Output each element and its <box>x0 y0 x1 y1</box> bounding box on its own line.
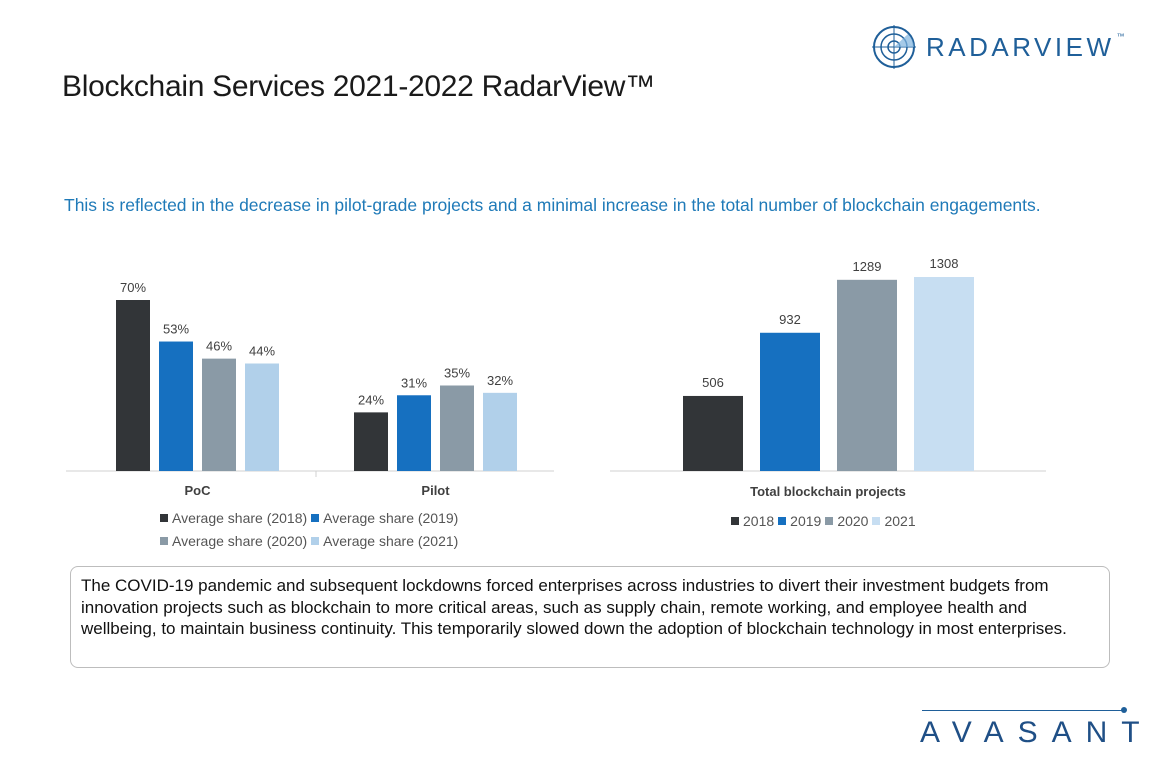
radar-icon <box>872 25 916 69</box>
legend-item: Average share (2018) <box>160 510 307 526</box>
bar-pilot-2018 <box>354 412 388 471</box>
legend-row: Average share (2018) Average share (2019) <box>160 506 462 529</box>
data-label: 31% <box>401 375 427 390</box>
legend-label: 2020 <box>837 512 869 529</box>
legend-item: Average share (2019) <box>311 510 458 526</box>
legend-years: 2018 2019 2020 2021 <box>731 509 920 532</box>
data-label: 1308 <box>930 256 959 271</box>
data-label: 1289 <box>853 259 882 274</box>
data-label: 70% <box>120 280 146 295</box>
bar-total-2021 <box>914 277 974 471</box>
legend-swatch <box>825 516 834 525</box>
legend-item: Average share (2020) <box>160 533 307 549</box>
data-label: 44% <box>249 344 275 359</box>
legend-label: Average share (2021) <box>323 532 459 549</box>
category-label: Total blockchain projects <box>750 484 906 499</box>
data-label: 932 <box>779 312 801 327</box>
legend-swatch <box>160 536 168 545</box>
bar-total-2019 <box>760 332 820 471</box>
data-label: 24% <box>358 392 384 407</box>
legend-swatch <box>778 516 787 525</box>
bar-pilot-2019 <box>397 395 431 471</box>
data-label: 35% <box>444 366 470 381</box>
footer-dot <box>1121 707 1127 713</box>
legend-label: Average share (2018) <box>172 509 308 526</box>
data-label: 506 <box>702 375 724 390</box>
legend-swatch <box>160 513 168 522</box>
legend-item: 2018 <box>731 513 774 529</box>
legend-label: 2021 <box>884 512 916 529</box>
category-label: Pilot <box>421 483 450 498</box>
legend-label: Average share (2020) <box>172 532 308 549</box>
legend-item: Average share (2021) <box>311 533 458 549</box>
legend-label: 2018 <box>743 512 775 529</box>
bar-total-2020 <box>837 279 897 471</box>
legend-label: Average share (2019) <box>323 509 459 526</box>
legend-swatch <box>731 516 739 525</box>
legend-swatch <box>872 516 881 525</box>
subtitle: This is reflected in the decrease in pil… <box>64 195 1041 215</box>
legend-row: Average share (2020) Average share (2021) <box>160 529 462 552</box>
bar-poc-2019 <box>159 341 193 471</box>
footer-rule <box>922 710 1122 711</box>
legend-item: 2021 <box>872 512 916 529</box>
data-label: 46% <box>206 339 232 354</box>
bar-poc-2018 <box>116 300 150 471</box>
bar-total-2018 <box>683 395 743 471</box>
category-label: PoC <box>185 483 212 498</box>
bar-pilot-2020 <box>440 385 474 471</box>
legend-swatch <box>311 536 320 545</box>
logo-wordmark: RADARVIEW ™ <box>926 31 1125 62</box>
bar-pilot-2021 <box>483 392 517 471</box>
legend-share: Average share (2018) Average share (2019)… <box>160 506 462 552</box>
page-title: Blockchain Services 2021-2022 RadarView™ <box>62 70 655 103</box>
data-label: 53% <box>163 322 189 337</box>
legend-item: 2020 <box>825 513 868 529</box>
bar-poc-2020 <box>202 358 236 471</box>
data-label: 32% <box>487 373 513 388</box>
commentary-box: The COVID-19 pandemic and subsequent loc… <box>70 566 1110 668</box>
legend-row: 2018 2019 2020 2021 <box>731 509 920 532</box>
legend-item: 2019 <box>778 513 821 529</box>
legend-swatch <box>311 513 320 522</box>
legend-label: 2019 <box>790 512 822 529</box>
radarview-logo: RADARVIEW ™ <box>870 24 1125 70</box>
bar-poc-2021 <box>245 363 279 471</box>
avasant-logo: AVASANT <box>920 716 1152 749</box>
